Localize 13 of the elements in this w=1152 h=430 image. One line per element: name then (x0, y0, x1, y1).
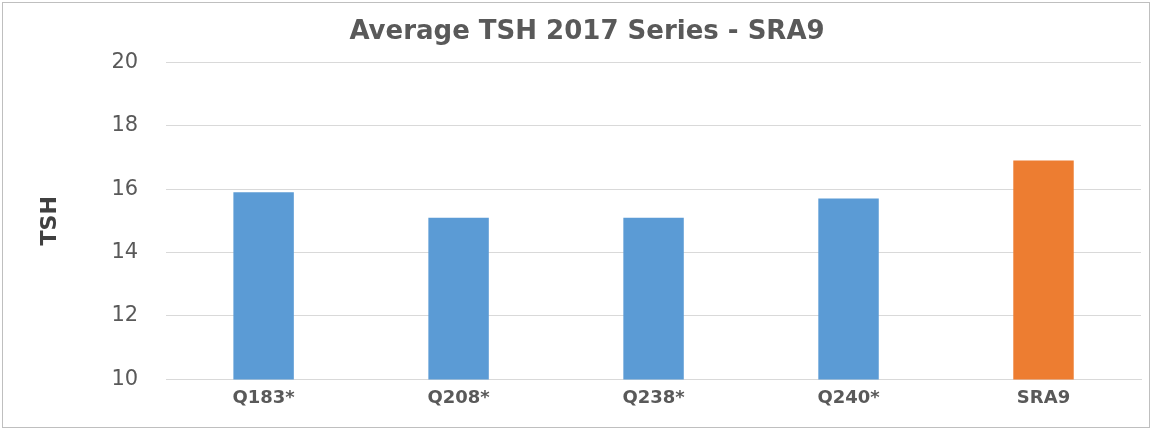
y-tick-label: 20 (111, 48, 139, 73)
x-tick-label: Q240* (817, 385, 881, 407)
x-tick-label: Q238* (622, 385, 686, 407)
x-tick-label: Q183* (232, 385, 296, 407)
x-tick-label: SRA9 (1016, 385, 1071, 407)
y-tick-label: 14 (111, 238, 139, 263)
y-axis-title: TSH (35, 196, 61, 246)
y-tick-label: 10 (111, 365, 139, 390)
x-tick-label: Q208* (427, 385, 491, 407)
y-tick-label: 12 (111, 302, 139, 327)
y-tick-label: 16 (111, 175, 139, 200)
y-tick-label: 18 (111, 112, 139, 137)
chart-title: Average TSH 2017 Series - SRA9 (349, 15, 825, 46)
